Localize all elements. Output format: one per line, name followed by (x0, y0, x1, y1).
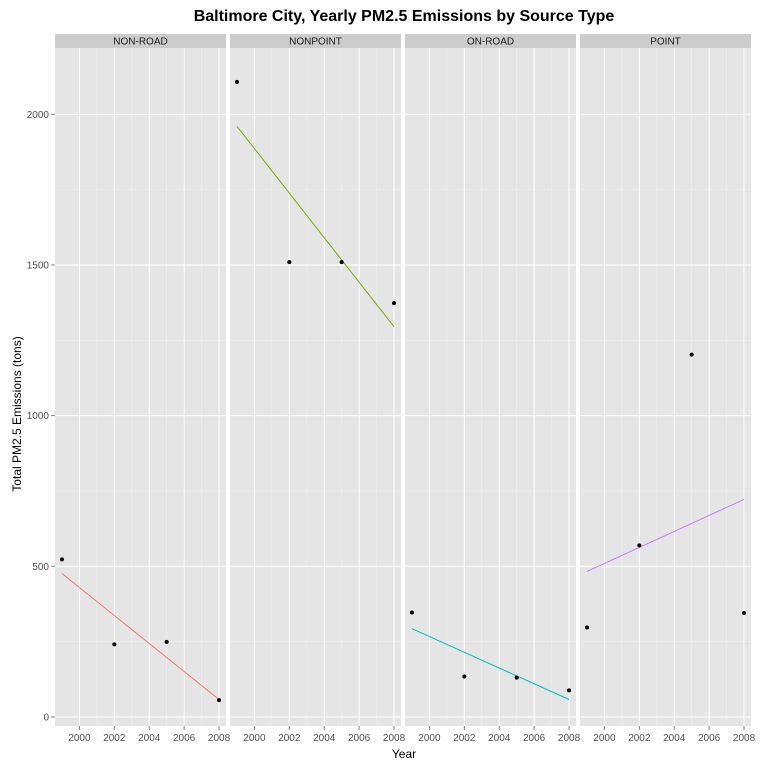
x-tick-label: 2002 (278, 733, 301, 744)
y-axis: 0 500 1000 1500 2000 (27, 110, 55, 723)
x-tick-label: 2004 (488, 733, 511, 744)
data-point (637, 543, 642, 548)
x-tick-label: 2000 (418, 733, 441, 744)
data-point (339, 260, 344, 265)
data-point (462, 674, 467, 679)
facet-strip-label: POINT (650, 37, 681, 48)
x-tick-label: 2006 (348, 733, 371, 744)
facet-panels: NON-ROAD 2000 2002 2004 2006 2008 NONPOINT 2000… (55, 34, 756, 744)
facet-strip (230, 34, 401, 48)
data-point (584, 625, 589, 630)
data-point (742, 611, 747, 616)
y-axis-title: Total PM2.5 Emissions (tons) (10, 336, 24, 491)
data-point (287, 260, 292, 265)
x-tick-label: 2004 (663, 733, 686, 744)
facet-strip (580, 34, 751, 48)
data-point (567, 688, 572, 693)
data-point (689, 352, 694, 357)
x-tick-label: 2006 (173, 733, 196, 744)
facet-strip-label: NONPOINT (289, 37, 342, 48)
facet-strip-label: NON-ROAD (113, 37, 167, 48)
trend-line (586, 498, 745, 572)
trend-line (236, 126, 395, 328)
facet-panel: ON-ROAD 2000 2002 2004 2006 2008 (405, 34, 581, 744)
x-tick-label: 2000 (593, 733, 616, 744)
trend-line (411, 628, 570, 700)
facet-panel: POINT 2000 2002 2004 2006 2008 (580, 34, 756, 744)
y-tick-label: 0 (43, 712, 49, 723)
facet-strip (405, 34, 576, 48)
x-tick-label: 2002 (628, 733, 651, 744)
x-tick-label: 2006 (523, 733, 546, 744)
x-axis-title: Year (392, 747, 416, 761)
x-tick-label: 2008 (208, 733, 231, 744)
x-tick-label: 2008 (383, 733, 406, 744)
chart-title: Baltimore City, Yearly PM2.5 Emissions b… (194, 8, 615, 25)
data-point (392, 301, 397, 306)
panel-background (55, 48, 226, 726)
panel-background (580, 48, 751, 726)
facet-panel: NONPOINT 2000 2002 2004 2006 2008 (230, 34, 406, 744)
facet-panel: NON-ROAD 2000 2002 2004 2006 2008 (55, 34, 231, 744)
facet-strip-label: ON-ROAD (467, 37, 514, 48)
x-tick-label: 2004 (138, 733, 161, 744)
x-tick-label: 2002 (103, 733, 126, 744)
facet-strip (55, 34, 226, 48)
panel-background (230, 48, 401, 726)
x-tick-label: 2008 (733, 733, 756, 744)
x-tick-label: 2000 (68, 733, 91, 744)
y-tick-label: 1500 (27, 260, 50, 271)
x-tick-label: 2006 (698, 733, 721, 744)
trend-line (61, 573, 220, 700)
panel-background (405, 48, 576, 726)
data-point (59, 557, 64, 562)
data-point (217, 698, 222, 703)
data-point (234, 79, 239, 84)
x-tick-label: 2002 (453, 733, 476, 744)
x-tick-label: 2008 (558, 733, 581, 744)
x-tick-label: 2004 (313, 733, 336, 744)
data-point (409, 610, 414, 615)
y-tick-label: 2000 (27, 110, 50, 121)
y-tick-label: 1000 (27, 411, 50, 422)
x-tick-label: 2000 (243, 733, 266, 744)
y-tick-label: 500 (32, 562, 49, 573)
data-point (514, 675, 519, 680)
data-point (112, 642, 117, 647)
data-point (164, 639, 169, 644)
